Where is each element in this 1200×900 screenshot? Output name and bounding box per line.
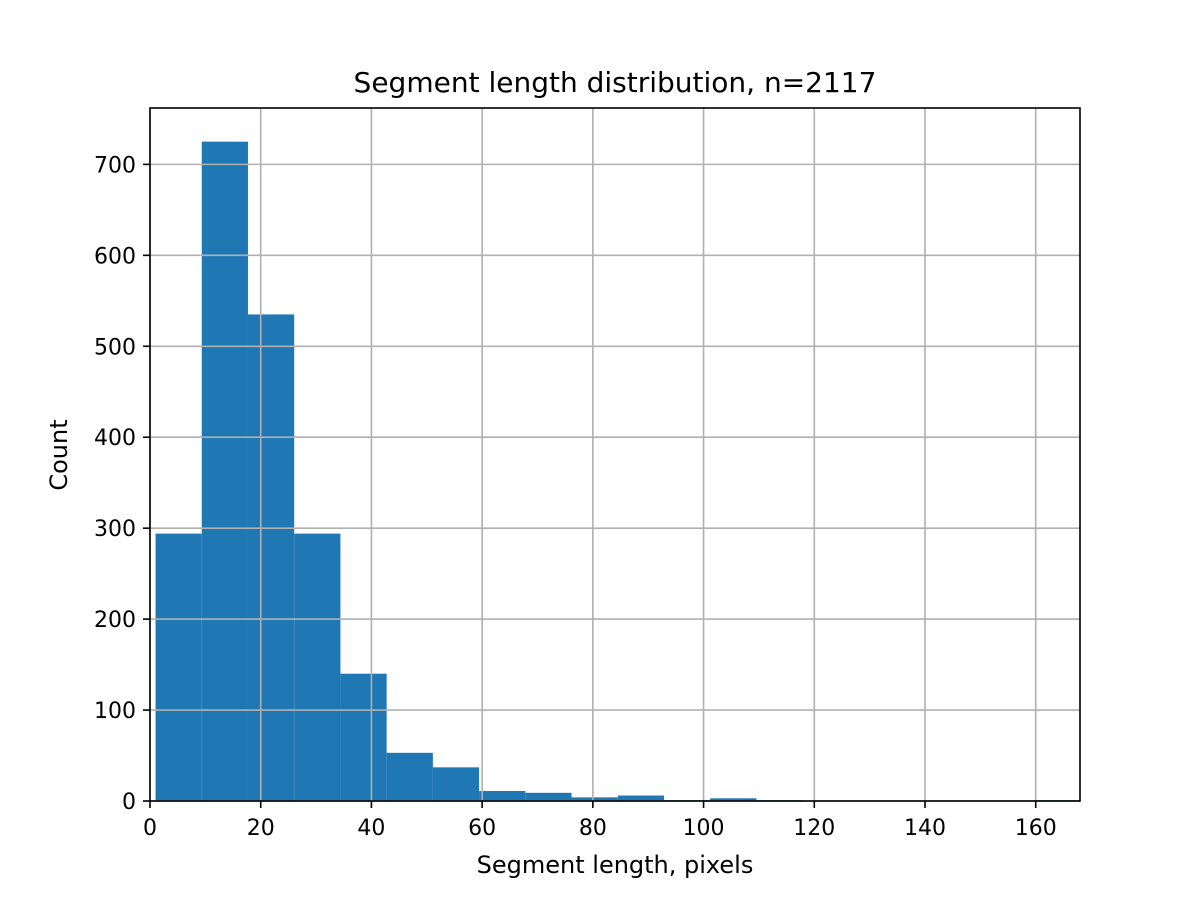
x-tick-label: 20 xyxy=(247,816,275,841)
y-tick-label: 400 xyxy=(94,426,136,451)
histogram-bar xyxy=(525,792,572,801)
y-tick-label: 500 xyxy=(94,335,136,360)
chart-title: Segment length distribution, n=2117 xyxy=(354,66,877,99)
y-tick-label: 100 xyxy=(94,699,136,724)
y-tick-label: 0 xyxy=(122,790,136,815)
x-tick-label: 0 xyxy=(143,816,157,841)
x-axis-label: Segment length, pixels xyxy=(477,851,754,879)
x-tick-label: 40 xyxy=(357,816,385,841)
axis-ticks: 0 20 40 60 80 100 120 140 160 0 100 200 300 400 500 600… xyxy=(94,153,1057,841)
histogram-bar xyxy=(617,795,664,801)
histogram-bar xyxy=(432,767,480,801)
x-tick-label: 60 xyxy=(468,816,496,841)
histogram-bar xyxy=(479,791,526,801)
histogram-bar xyxy=(386,752,433,801)
histogram-bars xyxy=(155,141,1080,801)
histogram-bar xyxy=(340,673,387,801)
y-tick-label: 600 xyxy=(94,244,136,269)
x-tick-label: 140 xyxy=(904,816,946,841)
y-tick-label: 300 xyxy=(94,517,136,542)
y-axis-label: Count xyxy=(45,419,73,490)
y-tick-label: 200 xyxy=(94,608,136,633)
histogram-bar xyxy=(201,141,248,801)
histogram-bar xyxy=(247,314,295,801)
plot-area-frame xyxy=(149,107,1081,802)
y-tick-label: 700 xyxy=(94,153,136,178)
histogram-bar xyxy=(571,797,618,801)
histogram-bar xyxy=(294,533,341,801)
x-tick-label: 80 xyxy=(579,816,607,841)
histogram-bar xyxy=(155,533,202,801)
x-tick-label: 100 xyxy=(683,816,725,841)
histogram-bar xyxy=(710,798,757,801)
x-tick-label: 120 xyxy=(793,816,835,841)
x-tick-label: 160 xyxy=(1015,816,1057,841)
